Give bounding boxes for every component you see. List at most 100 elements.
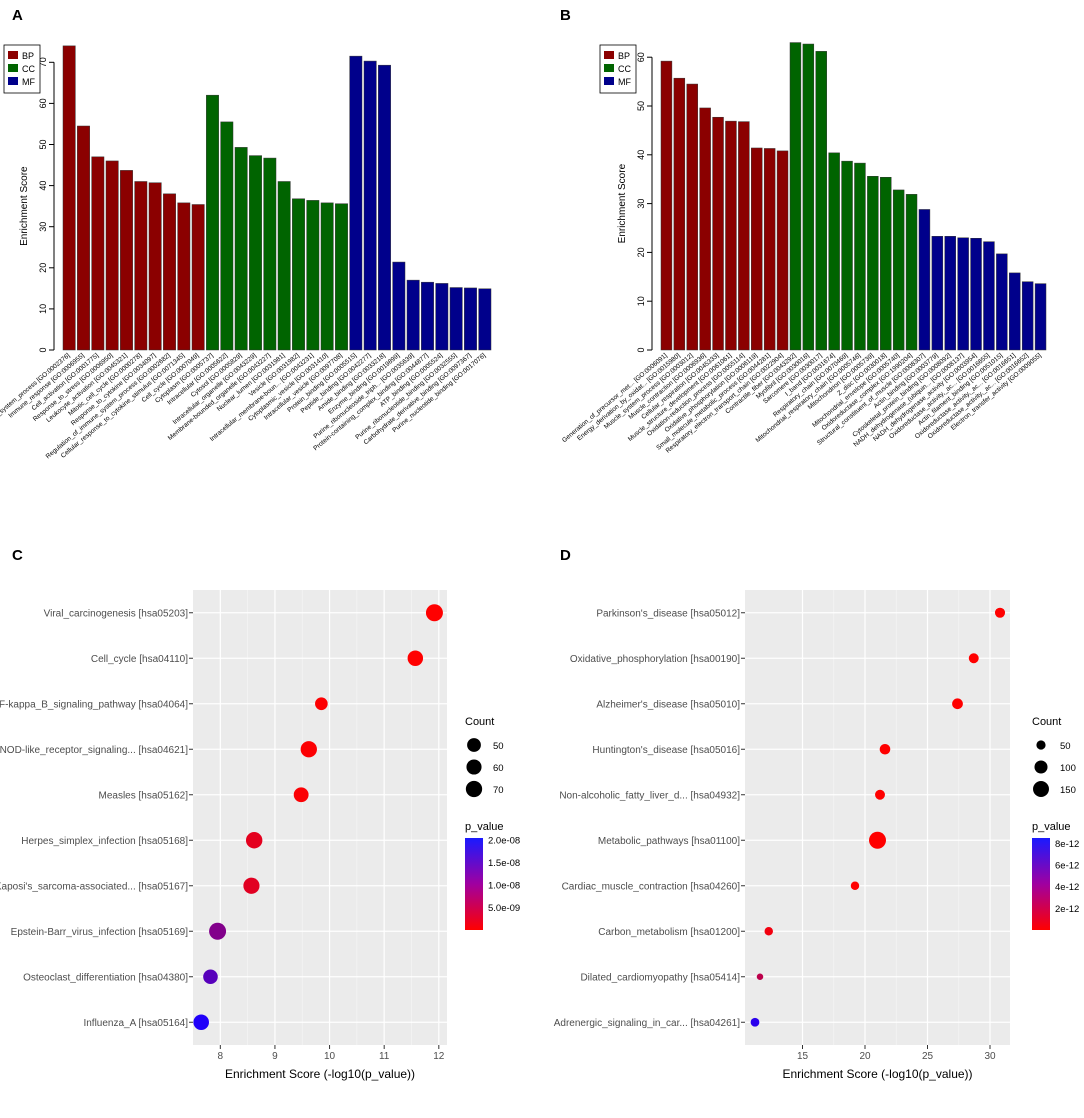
y-tick-label: 50 <box>636 101 646 111</box>
y-tick-label: Cell_cycle [hsa04110] <box>91 654 188 665</box>
size-legend-label: 100 <box>1060 763 1076 774</box>
data-point <box>193 1014 209 1031</box>
data-point <box>850 881 860 890</box>
bar <box>335 203 348 351</box>
data-point <box>315 697 328 711</box>
color-legend-title: p_value <box>1032 821 1071 833</box>
data-point <box>209 922 227 940</box>
bar <box>134 181 148 351</box>
bar <box>148 182 162 351</box>
bar <box>191 204 205 351</box>
size-legend-dot <box>467 738 481 752</box>
x-tick-label: 8 <box>218 1051 224 1062</box>
legend-swatch <box>8 77 18 85</box>
bar <box>120 170 133 351</box>
bar <box>478 288 492 351</box>
bar <box>378 64 391 351</box>
bar <box>712 116 724 351</box>
bar <box>686 83 698 351</box>
y-tick-label: 0 <box>38 347 48 352</box>
y-tick-label: Influenza_A [hsa05164] <box>83 1018 188 1029</box>
bar <box>983 241 995 351</box>
size-legend-dot <box>1034 760 1048 774</box>
y-tick-label: Cardiac_muscle_contraction [hsa04260] <box>562 881 741 892</box>
bar <box>435 283 449 351</box>
color-legend-label: 6e-12 <box>1055 861 1079 872</box>
color-bar <box>1032 838 1050 930</box>
bar <box>738 121 750 351</box>
bar <box>892 189 905 351</box>
size-legend-dot <box>466 759 482 775</box>
bar <box>763 148 776 351</box>
legend-label: MF <box>22 77 35 87</box>
x-tick-label: 20 <box>859 1051 871 1062</box>
plot-panel <box>193 590 447 1045</box>
plot-panel <box>745 590 1010 1045</box>
y-tick-label: Huntington's_disease [hsa05016] <box>592 745 740 756</box>
bar <box>292 198 305 351</box>
bar <box>421 281 434 351</box>
data-point <box>243 877 260 894</box>
bar <box>673 77 686 351</box>
bar <box>931 236 944 351</box>
size-legend-label: 150 <box>1060 785 1076 796</box>
bar <box>320 202 334 351</box>
color-legend-label: 1.5e-08 <box>488 858 520 869</box>
bar <box>1034 283 1047 351</box>
color-legend-title: p_value <box>465 821 504 833</box>
y-tick-label: Herpes_simplex_infection [hsa05168] <box>21 836 188 847</box>
bar <box>249 155 262 351</box>
size-legend-dot <box>1033 781 1049 797</box>
bar <box>1009 272 1021 351</box>
bar <box>957 237 969 351</box>
size-legend-title: Count <box>465 716 494 728</box>
y-tick-label: Non-alcoholic_fatty_liver_d... [hsa04932… <box>559 790 740 801</box>
y-tick-label: 30 <box>636 199 646 209</box>
color-bar <box>465 838 483 930</box>
legend-swatch <box>604 77 614 85</box>
x-tick-label: 11 <box>379 1051 390 1062</box>
bar <box>406 279 420 351</box>
bar <box>277 181 291 351</box>
y-tick-label: Metabolic_pathways [hsa01100] <box>598 836 740 847</box>
bar <box>789 42 802 351</box>
color-legend-label: 2.0e-08 <box>488 836 520 847</box>
y-tick-label: 20 <box>636 247 646 257</box>
data-point <box>300 741 317 758</box>
size-legend-label: 70 <box>493 785 504 796</box>
bar <box>91 156 105 351</box>
panel-letter-a: A <box>12 7 23 24</box>
color-legend-label: 2e-12 <box>1055 904 1079 915</box>
y-tick-label: Parkinson's_disease [hsa05012] <box>596 608 740 619</box>
data-point <box>245 832 263 849</box>
data-point <box>425 604 443 622</box>
y-tick-label: NF-kappa_B_signaling_pathway [hsa04064] <box>0 699 188 710</box>
size-legend-dot <box>465 780 483 798</box>
x-axis-title: Enrichment Score (-log10(p_value)) <box>225 1067 415 1081</box>
x-tick-label: 30 <box>984 1051 996 1062</box>
data-point <box>994 607 1006 618</box>
y-axis-title: Enrichment Score <box>617 163 628 243</box>
bar <box>815 51 827 351</box>
data-point <box>968 653 979 664</box>
y-tick-label: 0 <box>636 347 646 352</box>
x-tick-label: 25 <box>922 1051 934 1062</box>
y-tick-label: Oxidative_phosphorylation [hsa00190] <box>570 654 740 665</box>
x-tick-label: 12 <box>433 1051 445 1062</box>
size-legend-title: Count <box>1032 716 1061 728</box>
data-point <box>750 1017 760 1027</box>
y-tick-label: 60 <box>636 52 646 62</box>
bar <box>944 236 956 351</box>
bar <box>867 176 879 351</box>
bar <box>725 120 737 351</box>
bar <box>699 107 711 351</box>
bar <box>234 147 248 351</box>
y-tick-label: Alzheimer's_disease [hsa05010] <box>596 699 740 710</box>
bar <box>854 162 866 351</box>
bar <box>751 147 763 351</box>
panel-letter-d: D <box>560 547 571 564</box>
y-tick-label: 50 <box>38 139 48 149</box>
color-legend-label: 8e-12 <box>1055 839 1079 850</box>
bar <box>828 152 840 351</box>
